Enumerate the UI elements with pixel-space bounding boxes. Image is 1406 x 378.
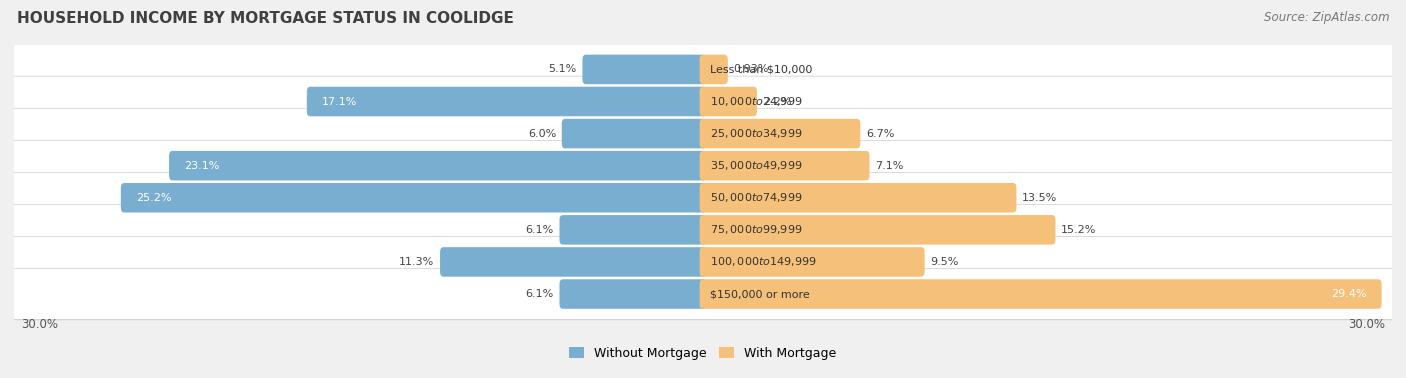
FancyBboxPatch shape [10, 206, 1399, 256]
FancyBboxPatch shape [700, 247, 925, 277]
FancyBboxPatch shape [10, 77, 1399, 128]
FancyBboxPatch shape [700, 55, 728, 84]
Text: 23.1%: 23.1% [184, 161, 219, 171]
Text: Less than $10,000: Less than $10,000 [710, 64, 813, 74]
Text: 25.2%: 25.2% [136, 193, 172, 203]
Text: 30.0%: 30.0% [1348, 318, 1385, 331]
Text: 15.2%: 15.2% [1062, 225, 1097, 235]
FancyBboxPatch shape [560, 215, 706, 245]
Text: 9.5%: 9.5% [931, 257, 959, 267]
Legend: Without Mortgage, With Mortgage: Without Mortgage, With Mortgage [564, 342, 842, 365]
Text: $75,000 to $99,999: $75,000 to $99,999 [710, 223, 803, 236]
Text: $25,000 to $34,999: $25,000 to $34,999 [710, 127, 803, 140]
FancyBboxPatch shape [582, 55, 706, 84]
FancyBboxPatch shape [8, 76, 1398, 127]
Text: 6.1%: 6.1% [526, 225, 554, 235]
Text: $50,000 to $74,999: $50,000 to $74,999 [710, 191, 803, 204]
Text: $35,000 to $49,999: $35,000 to $49,999 [710, 159, 803, 172]
FancyBboxPatch shape [8, 140, 1398, 191]
FancyBboxPatch shape [560, 279, 706, 309]
FancyBboxPatch shape [700, 119, 860, 148]
FancyBboxPatch shape [10, 109, 1399, 160]
FancyBboxPatch shape [700, 151, 869, 180]
FancyBboxPatch shape [10, 141, 1399, 192]
Text: 11.3%: 11.3% [399, 257, 434, 267]
FancyBboxPatch shape [8, 172, 1398, 223]
FancyBboxPatch shape [562, 119, 706, 148]
Text: Source: ZipAtlas.com: Source: ZipAtlas.com [1264, 11, 1389, 24]
Text: 17.1%: 17.1% [322, 96, 357, 107]
FancyBboxPatch shape [700, 279, 1382, 309]
Text: $10,000 to $24,999: $10,000 to $24,999 [710, 95, 803, 108]
Text: 30.0%: 30.0% [21, 318, 58, 331]
FancyBboxPatch shape [8, 204, 1398, 255]
Text: 13.5%: 13.5% [1022, 193, 1057, 203]
FancyBboxPatch shape [10, 270, 1399, 320]
Text: 6.7%: 6.7% [866, 129, 894, 139]
Text: 2.2%: 2.2% [762, 96, 792, 107]
FancyBboxPatch shape [700, 183, 1017, 212]
Text: 6.1%: 6.1% [526, 289, 554, 299]
FancyBboxPatch shape [10, 237, 1399, 288]
Text: 0.93%: 0.93% [734, 64, 769, 74]
FancyBboxPatch shape [10, 174, 1399, 224]
Text: 7.1%: 7.1% [875, 161, 904, 171]
FancyBboxPatch shape [700, 87, 756, 116]
Text: 5.1%: 5.1% [548, 64, 576, 74]
Text: 6.0%: 6.0% [527, 129, 555, 139]
Text: $100,000 to $149,999: $100,000 to $149,999 [710, 256, 817, 268]
Text: 29.4%: 29.4% [1331, 289, 1367, 299]
FancyBboxPatch shape [8, 237, 1398, 287]
Text: $150,000 or more: $150,000 or more [710, 289, 810, 299]
FancyBboxPatch shape [440, 247, 706, 277]
FancyBboxPatch shape [307, 87, 706, 116]
FancyBboxPatch shape [121, 183, 706, 212]
FancyBboxPatch shape [700, 215, 1056, 245]
FancyBboxPatch shape [10, 45, 1399, 96]
Text: HOUSEHOLD INCOME BY MORTGAGE STATUS IN COOLIDGE: HOUSEHOLD INCOME BY MORTGAGE STATUS IN C… [17, 11, 513, 26]
FancyBboxPatch shape [169, 151, 706, 180]
FancyBboxPatch shape [8, 269, 1398, 319]
FancyBboxPatch shape [8, 108, 1398, 159]
FancyBboxPatch shape [8, 44, 1398, 95]
